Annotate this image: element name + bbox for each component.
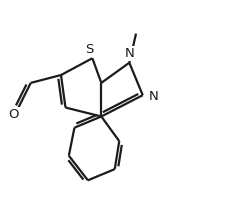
Text: N: N [149,90,159,103]
Text: O: O [8,108,19,121]
Text: S: S [85,43,93,56]
Text: N: N [124,47,134,60]
